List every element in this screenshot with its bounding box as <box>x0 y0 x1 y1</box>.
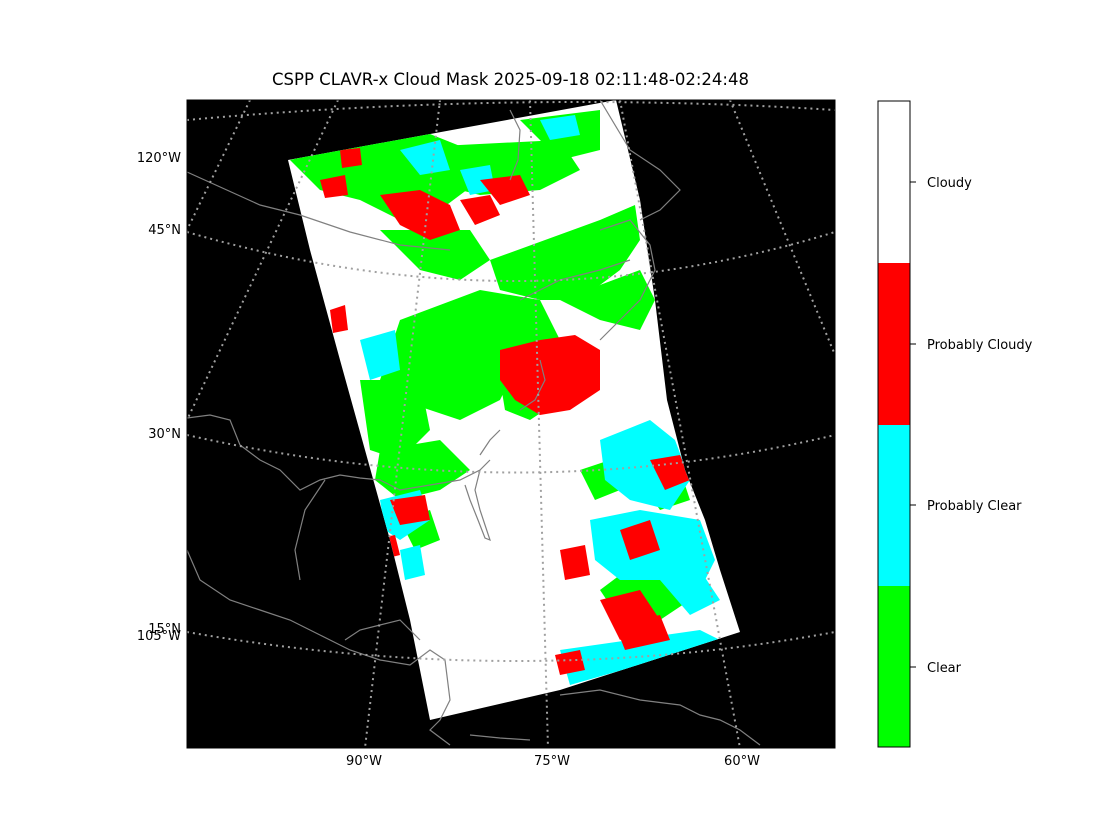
colorbar: Cloudy Probably Cloudy Probably Clear Cl… <box>877 100 1033 748</box>
lon-label-75w: 75°W <box>534 754 570 769</box>
lon-label-120w: 120°W <box>137 151 181 166</box>
lat-label-30n: 30°N <box>148 427 181 442</box>
graticule <box>187 100 835 748</box>
map-frame <box>186 99 836 749</box>
lon-label-105w: 105°W <box>137 629 181 644</box>
colorbar-label-probably-cloudy: Probably Cloudy <box>927 338 1033 353</box>
colorbar-segment-cloudy <box>878 101 910 263</box>
lon-label-90w: 90°W <box>346 754 382 769</box>
lon-label-60w: 60°W <box>724 754 760 769</box>
colorbar-frame <box>877 100 911 748</box>
colorbar-label-probably-clear: Probably Clear <box>927 499 1022 514</box>
lat-label-45n: 45°N <box>148 223 181 238</box>
probably-cloudy-regions <box>320 148 690 675</box>
coastlines <box>187 100 761 746</box>
colorbar-segment-probably-clear <box>878 425 910 586</box>
colorbar-label-clear: Clear <box>927 661 962 676</box>
colorbar-label-cloudy: Cloudy <box>927 176 972 191</box>
lat-label-15n: 15°N <box>148 622 181 637</box>
clear-regions <box>290 110 690 620</box>
colorbar-segment-probably-cloudy <box>878 263 910 425</box>
map-title: CSPP CLAVR-x Cloud Mask 2025-09-18 02:11… <box>272 70 749 89</box>
colorbar-segment-clear <box>878 586 910 747</box>
